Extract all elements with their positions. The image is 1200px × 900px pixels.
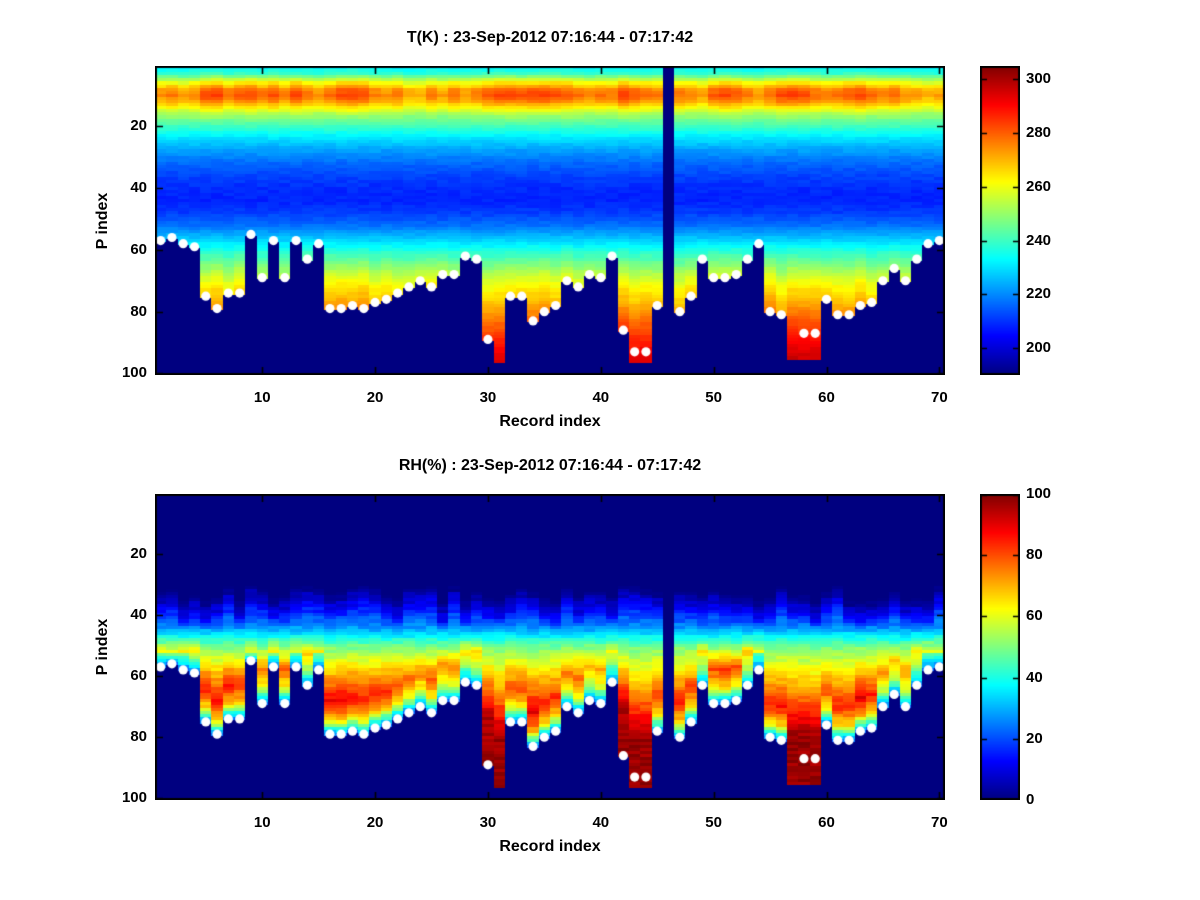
y-tick-label: 100 bbox=[121, 364, 147, 382]
y-tick-label: 80 bbox=[130, 728, 147, 746]
y-tick-label: 60 bbox=[130, 667, 147, 685]
colorbar-tick-label: 240 bbox=[1026, 231, 1052, 249]
x-tick-label: 70 bbox=[931, 389, 948, 406]
plot-title-temperature: T(K) : 23-Sep-2012 07:16:44 - 07:17:42 bbox=[406, 29, 694, 46]
y-tick-label: 100 bbox=[121, 789, 147, 807]
colorbar-tick-label: 260 bbox=[1026, 177, 1052, 195]
x-tick-label: 50 bbox=[705, 814, 722, 831]
y-tick-label: 80 bbox=[130, 302, 147, 320]
x-tick-label: 40 bbox=[592, 389, 610, 406]
colorbar-tick-label: 100 bbox=[1026, 485, 1052, 502]
x-tick-label: 60 bbox=[818, 389, 835, 406]
x-tick-label: 20 bbox=[366, 814, 384, 831]
x-tick-label: 50 bbox=[705, 389, 722, 406]
colorbar-tick-label: 200 bbox=[1026, 339, 1052, 357]
humidity-colorbar bbox=[980, 494, 1020, 800]
colorbar-tick-label: 220 bbox=[1026, 285, 1052, 303]
colorbar-tick-label: 0 bbox=[1026, 791, 1035, 808]
x-tick-label: 30 bbox=[479, 814, 497, 831]
x-tick-label: 60 bbox=[818, 814, 835, 831]
colorbar-tick-label: 300 bbox=[1026, 70, 1052, 88]
y-tick-label: 60 bbox=[130, 240, 147, 258]
colorbar-tick-label: 60 bbox=[1026, 607, 1043, 625]
temperature-heatmap bbox=[155, 66, 945, 375]
x-tick-label: 10 bbox=[253, 389, 271, 406]
temperature-colorbar bbox=[980, 66, 1020, 375]
colorbar-tick-label: 20 bbox=[1026, 729, 1043, 747]
x-axis-label-humidity: Record index bbox=[499, 838, 601, 855]
plot-title-humidity: RH(%) : 23-Sep-2012 07:16:44 - 07:17:42 bbox=[398, 457, 702, 474]
x-axis-label-temperature: Record index bbox=[499, 413, 601, 430]
colorbar-tick-label: 280 bbox=[1026, 124, 1052, 142]
x-tick-label: 20 bbox=[366, 389, 384, 406]
x-tick-label: 40 bbox=[592, 814, 610, 831]
y-tick-label: 40 bbox=[130, 179, 147, 197]
x-tick-label: 70 bbox=[931, 814, 948, 831]
y-tick-label: 40 bbox=[130, 605, 147, 623]
colorbar-tick-label: 40 bbox=[1026, 668, 1043, 686]
x-tick-label: 30 bbox=[479, 389, 497, 406]
y-tick-label: 20 bbox=[130, 117, 147, 135]
humidity-heatmap bbox=[155, 494, 945, 800]
x-tick-label: 10 bbox=[253, 814, 271, 831]
y-tick-label: 20 bbox=[130, 544, 147, 562]
colorbar-tick-label: 80 bbox=[1026, 546, 1043, 564]
